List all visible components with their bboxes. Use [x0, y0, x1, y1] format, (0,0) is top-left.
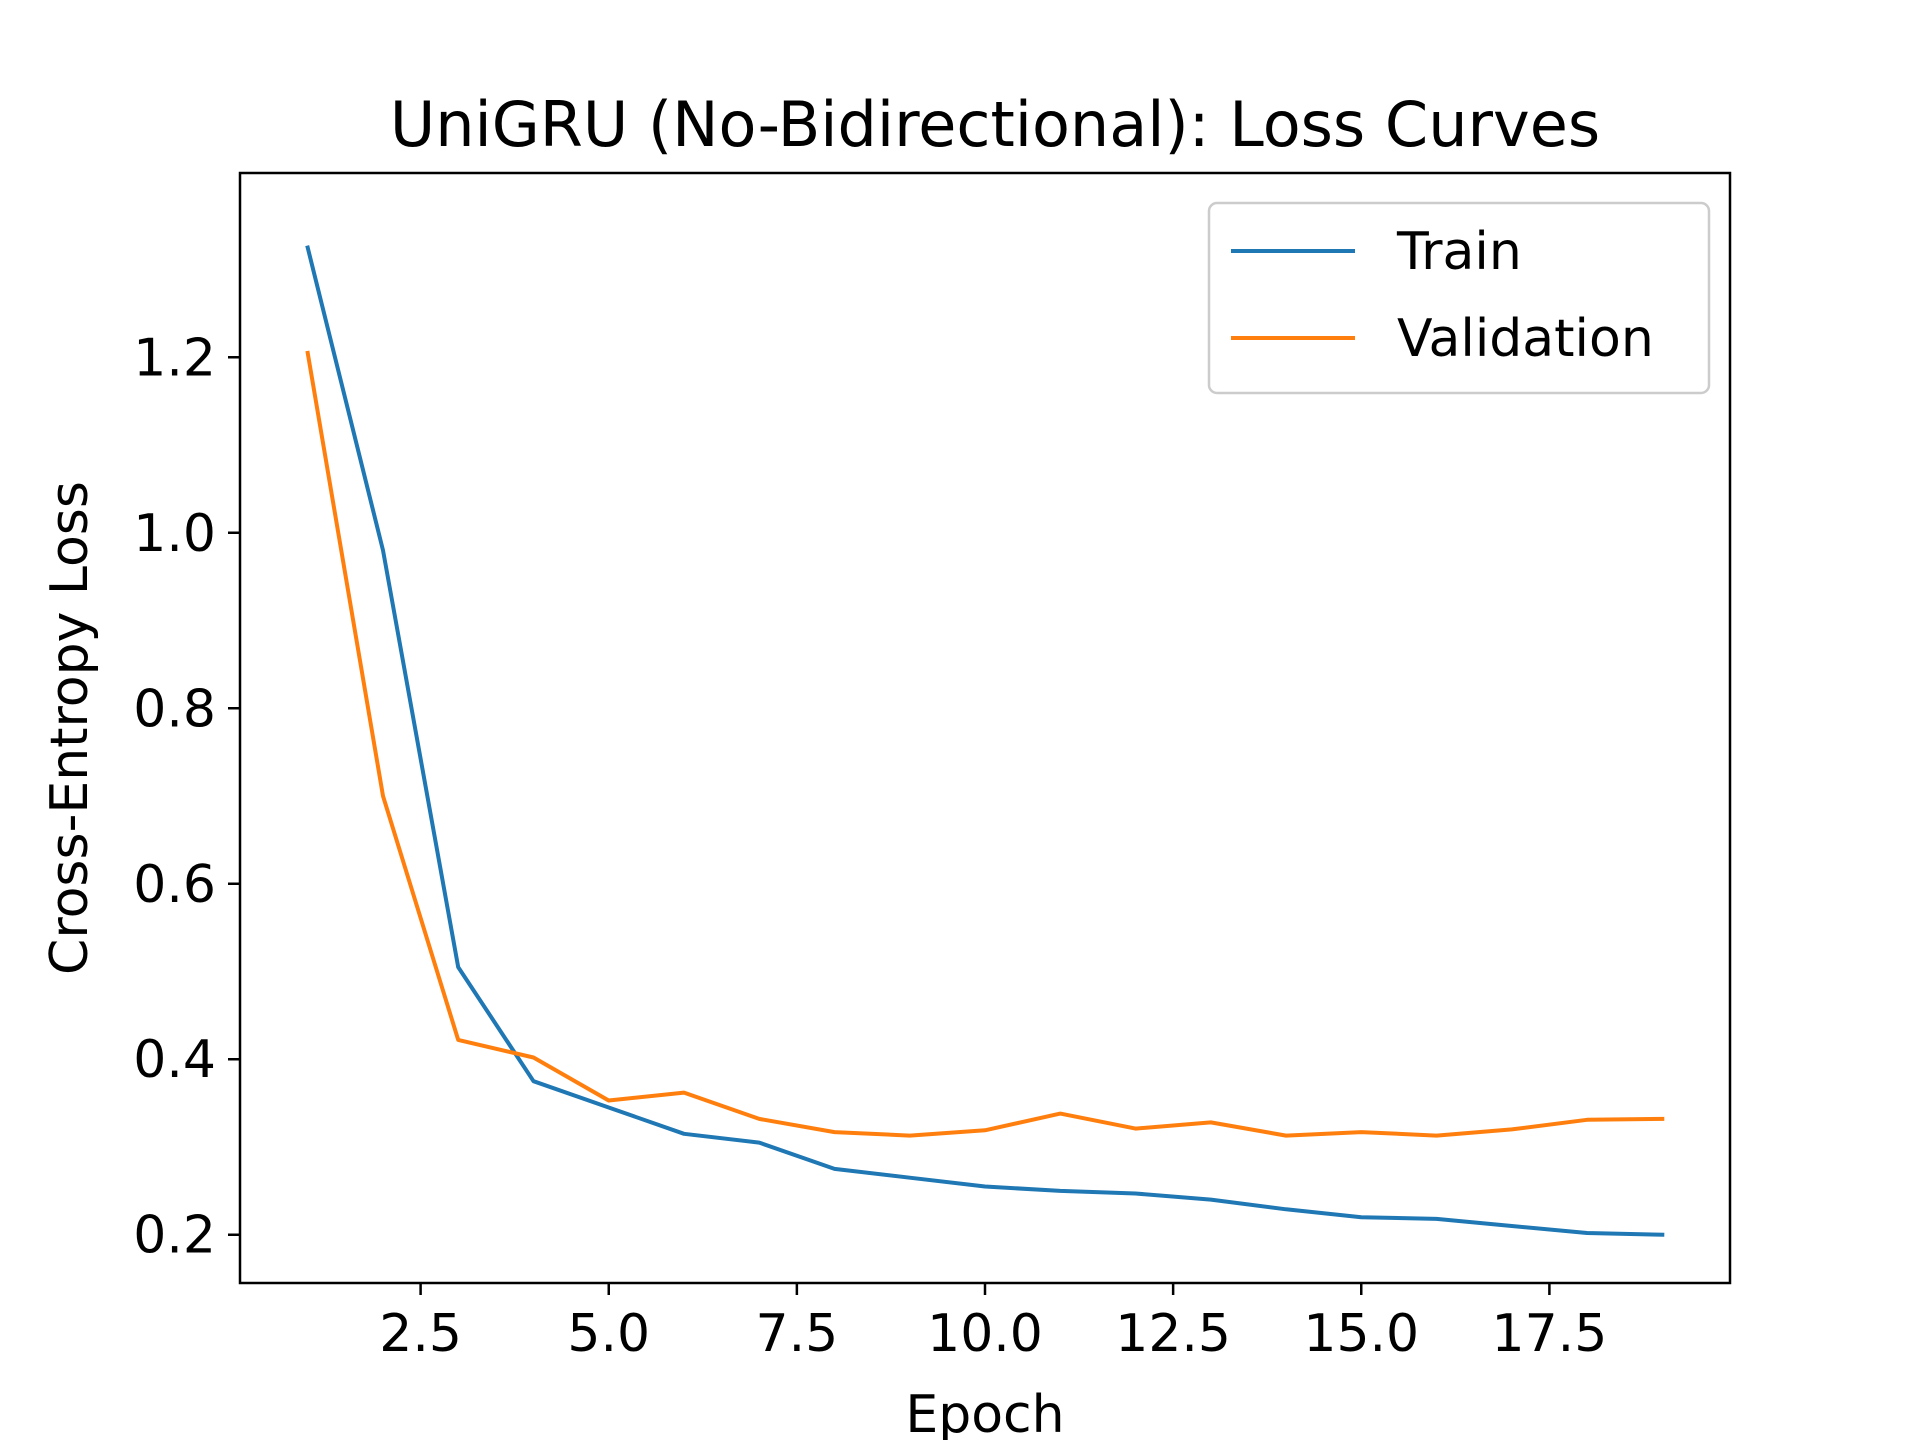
x-tick-label: 2.5 — [379, 1304, 462, 1364]
x-tick-label: 5.0 — [567, 1304, 650, 1364]
legend: Train Validation — [1207, 201, 1711, 395]
x-tick-label: 10.0 — [927, 1304, 1043, 1364]
chart-title: UniGRU (No-Bidirectional): Loss Curves — [390, 88, 1600, 161]
x-tick-label: 15.0 — [1303, 1304, 1419, 1364]
plot-area — [305, 245, 1665, 1237]
y-tick-label: 0.2 — [133, 1206, 216, 1266]
x-tick-label: 17.5 — [1492, 1304, 1608, 1364]
legend-label-train: Train — [1396, 222, 1522, 282]
y-axis-label: Cross-Entropy Loss — [40, 481, 100, 975]
x-axis: 2.5 5.0 7.5 10.0 12.5 15.0 17.5 — [379, 1283, 1607, 1364]
validation-series-line — [305, 350, 1665, 1138]
x-axis-label: Epoch — [905, 1385, 1064, 1440]
y-tick-label: 1.2 — [133, 328, 216, 388]
y-tick-label: 0.6 — [133, 855, 216, 915]
legend-label-validation: Validation — [1397, 309, 1654, 369]
train-series-line — [305, 245, 1665, 1237]
x-tick-label: 12.5 — [1115, 1304, 1231, 1364]
x-tick-label: 7.5 — [756, 1304, 839, 1364]
y-tick-label: 0.4 — [133, 1030, 216, 1090]
y-axis: 0.2 0.4 0.6 0.8 1.0 1.2 — [133, 328, 240, 1266]
y-tick-label: 1.0 — [133, 504, 216, 564]
y-tick-label: 0.8 — [133, 679, 216, 739]
